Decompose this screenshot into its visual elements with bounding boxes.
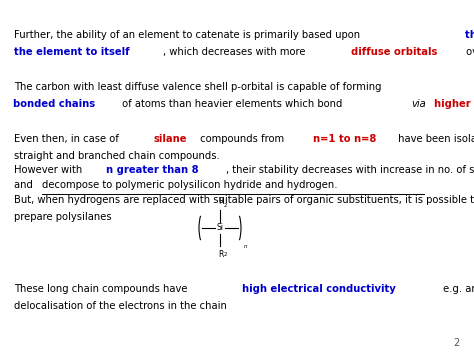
Text: 2: 2	[224, 203, 228, 208]
Text: delocalisation of the electrons in the chain: delocalisation of the electrons in the c…	[14, 301, 227, 311]
Text: Si: Si	[217, 224, 224, 233]
Text: high electrical conductivity: high electrical conductivity	[242, 284, 396, 294]
Text: the element to itself: the element to itself	[14, 47, 129, 57]
Text: higher valence shell orbitals: higher valence shell orbitals	[434, 99, 474, 109]
Text: have been isolated, including both: have been isolated, including both	[395, 134, 474, 144]
Text: silane: silane	[154, 134, 187, 144]
Text: n greater than 8: n greater than 8	[106, 165, 199, 175]
Text: 2: 2	[454, 338, 460, 348]
Text: These long chain compounds have: These long chain compounds have	[14, 284, 191, 294]
Text: prepare polysilanes: prepare polysilanes	[14, 212, 111, 222]
Text: n=1 to n=8: n=1 to n=8	[313, 134, 376, 144]
Text: e.g. arising from sigma: e.g. arising from sigma	[440, 284, 474, 294]
Text: Even then, in case of: Even then, in case of	[14, 134, 122, 144]
Text: of atoms than heavier elements which bond: of atoms than heavier elements which bon…	[119, 99, 346, 109]
Text: via: via	[411, 99, 426, 109]
Text: But, when hydrogens are replaced with suitable pairs of organic substituents, it: But, when hydrogens are replaced with su…	[14, 195, 474, 205]
Text: However with: However with	[14, 165, 85, 175]
Text: bonded chains: bonded chains	[13, 99, 95, 109]
Text: the bond energy of: the bond energy of	[465, 30, 474, 40]
Text: diffuse orbitals: diffuse orbitals	[351, 47, 438, 57]
Text: R: R	[218, 250, 223, 259]
Text: R: R	[218, 197, 223, 206]
Text: The carbon with least diffuse valence shell p-orbital is capable of forming: The carbon with least diffuse valence sh…	[14, 82, 384, 92]
Text: , which decreases with more: , which decreases with more	[163, 47, 309, 57]
Text: , their stability decreases with increase in no. of silicon atoms,: , their stability decreases with increas…	[226, 165, 474, 175]
Text: Further, the ability of an element to catenate is primarily based upon: Further, the ability of an element to ca…	[14, 30, 363, 40]
Text: decompose to polymeric polysilicon hydride and hydrogen.: decompose to polymeric polysilicon hydri…	[42, 180, 338, 190]
Text: overlapping to form bond.: overlapping to form bond.	[463, 47, 474, 57]
Text: and: and	[14, 180, 36, 190]
Text: n: n	[244, 244, 247, 249]
Text: 2: 2	[224, 252, 228, 257]
Text: compounds from: compounds from	[197, 134, 287, 144]
Text: straight and branched chain compounds.: straight and branched chain compounds.	[14, 151, 220, 161]
